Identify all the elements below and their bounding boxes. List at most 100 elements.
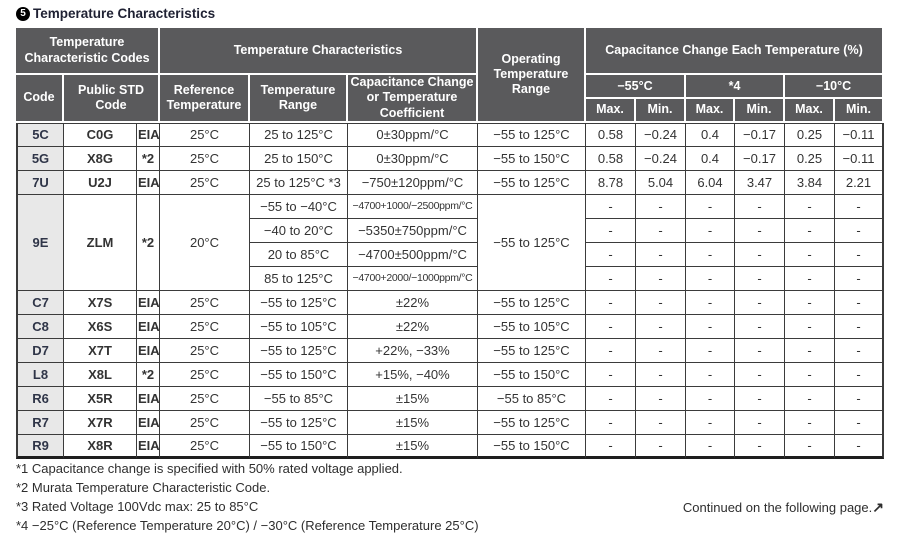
cell-value: 8.78: [586, 170, 636, 195]
header-max: Max.: [785, 99, 835, 123]
cell-value: -: [636, 266, 686, 291]
cell-value: -: [735, 386, 785, 411]
cell-temperature-range: −55 to 150°C: [250, 362, 348, 387]
table-row: R6 X5R EIA 25°C −55 to 85°C ±15% −55 to …: [16, 386, 885, 411]
cell-capacitance-change: −4700±500ppm/°C: [348, 242, 478, 267]
cell-value: −0.17: [735, 122, 785, 147]
cell-operating-range: −55 to 125°C: [478, 122, 586, 147]
cell-capacitance-change: +15%, −40%: [348, 362, 478, 387]
cell-reference-temperature: 25°C: [160, 170, 250, 195]
cell-operating-range: −55 to 150°C: [478, 146, 586, 171]
cell-value: -: [586, 386, 636, 411]
table-row: 85 to 125°C −4700+2000/−1000ppm/°C - - -…: [16, 266, 885, 291]
cell-value: -: [686, 242, 735, 267]
cell-temperature-range: −55 to 125°C: [250, 290, 348, 315]
page-title: 5 Temperature Characteristics: [16, 6, 215, 21]
header-max: Max.: [686, 99, 735, 123]
cell-code: R7: [16, 410, 64, 435]
cell-capacitance-change: ±22%: [348, 290, 478, 315]
cell-code: C7: [16, 290, 64, 315]
cell-public-std-code: C0G: [64, 122, 137, 147]
cell-value: -: [735, 434, 785, 459]
cell-value: -: [835, 410, 885, 435]
header-temp-minus55: −55°C: [586, 75, 686, 100]
footnote-4: *4 −25°C (Reference Temperature 20°C) / …: [16, 518, 479, 533]
cell-temperature-range: 25 to 150°C: [250, 146, 348, 171]
cell-temperature-range: −55 to 150°C: [250, 434, 348, 459]
header-min: Min.: [735, 99, 785, 123]
table-row: R9 X8R EIA 25°C −55 to 150°C ±15% −55 to…: [16, 434, 885, 459]
cell-public-std-code: X5R: [64, 386, 137, 411]
cell-value: -: [785, 434, 835, 459]
cell-value: −0.17: [735, 146, 785, 171]
cell-public-std-code: U2J: [64, 170, 137, 195]
cell-value: -: [636, 314, 686, 339]
cell-reference-temperature: 25°C: [160, 338, 250, 363]
cell-value: -: [636, 362, 686, 387]
cell-operating-range: −55 to 125°C: [478, 194, 586, 291]
cell-value: -: [735, 218, 785, 243]
cell-value: -: [586, 434, 636, 459]
cell-std-org: EIA: [137, 410, 160, 435]
cell-value: -: [735, 194, 785, 219]
cell-public-std-code: X7T: [64, 338, 137, 363]
cell-capacitance-change: −4700+2000/−1000ppm/°C: [348, 266, 478, 291]
header-temp-star4: *4: [686, 75, 785, 100]
cell-value: 0.25: [785, 146, 835, 171]
cell-value: -: [785, 266, 835, 291]
cell-temperature-range: −55 to 85°C: [250, 386, 348, 411]
footnote-1: *1 Capacitance change is specified with …: [16, 461, 403, 476]
cell-value: -: [586, 362, 636, 387]
table-row: D7 X7T EIA 25°C −55 to 125°C +22%, −33% …: [16, 338, 885, 363]
header-temperature-range: Temperature Range: [250, 75, 348, 123]
cell-reference-temperature: 25°C: [160, 314, 250, 339]
cell-value: 2.21: [835, 170, 885, 195]
cell-code: R6: [16, 386, 64, 411]
cell-temperature-range: 25 to 125°C: [250, 122, 348, 147]
cell-value: -: [785, 242, 835, 267]
cell-capacitance-change: ±15%: [348, 410, 478, 435]
cell-value: -: [835, 194, 885, 219]
cell-operating-range: −55 to 125°C: [478, 338, 586, 363]
cell-value: -: [835, 386, 885, 411]
cell-code: D7: [16, 338, 64, 363]
cell-public-std-code: X7S: [64, 290, 137, 315]
cell-capacitance-change: −750±120ppm/°C: [348, 170, 478, 195]
cell-value: -: [735, 242, 785, 267]
cell-std-org: EIA: [137, 386, 160, 411]
cell-value: -: [735, 362, 785, 387]
footnote-2: *2 Murata Temperature Characteristic Cod…: [16, 480, 271, 495]
cell-public-std-code: X6S: [64, 314, 137, 339]
cell-value: -: [586, 266, 636, 291]
table-row: 7U U2J EIA 25°C 25 to 125°C *3 −750±120p…: [16, 170, 885, 195]
cell-value: -: [785, 362, 835, 387]
cell-value: 5.04: [636, 170, 686, 195]
header-code: Code: [16, 75, 64, 123]
cell-reference-temperature: 25°C: [160, 290, 250, 315]
table-row: 5G X8G *2 25°C 25 to 150°C 0±30ppm/°C −5…: [16, 146, 885, 171]
cell-value: -: [686, 314, 735, 339]
cell-value: -: [835, 242, 885, 267]
cell-temperature-range: −55 to −40°C: [250, 194, 348, 219]
cell-value: -: [785, 410, 835, 435]
header-public-std-code: Public STD Code: [64, 75, 160, 123]
cell-value: -: [785, 194, 835, 219]
cell-value: 6.04: [686, 170, 735, 195]
table-row: L8 X8L *2 25°C −55 to 150°C +15%, −40% −…: [16, 362, 885, 387]
cell-operating-range: −55 to 105°C: [478, 314, 586, 339]
cell-value: -: [686, 218, 735, 243]
cell-value: -: [686, 338, 735, 363]
table-row: C8 X6S EIA 25°C −55 to 105°C ±22% −55 to…: [16, 314, 885, 339]
cell-operating-range: −55 to 125°C: [478, 170, 586, 195]
cell-capacitance-change: −4700+1000/−2500ppm/°C: [348, 194, 478, 219]
cell-public-std-code: X8L: [64, 362, 137, 387]
table-row: C7 X7S EIA 25°C −55 to 125°C ±22% −55 to…: [16, 290, 885, 315]
cell-temperature-range: −55 to 125°C: [250, 338, 348, 363]
cell-value: -: [835, 434, 885, 459]
header-temperature-characteristics: Temperature Characteristics: [160, 28, 478, 75]
cell-reference-temperature: 25°C: [160, 410, 250, 435]
cell-temperature-range: −55 to 105°C: [250, 314, 348, 339]
cell-public-std-code: X8G: [64, 146, 137, 171]
table-row: 5C C0G EIA 25°C 25 to 125°C 0±30ppm/°C −…: [16, 122, 885, 147]
cell-value: -: [735, 266, 785, 291]
